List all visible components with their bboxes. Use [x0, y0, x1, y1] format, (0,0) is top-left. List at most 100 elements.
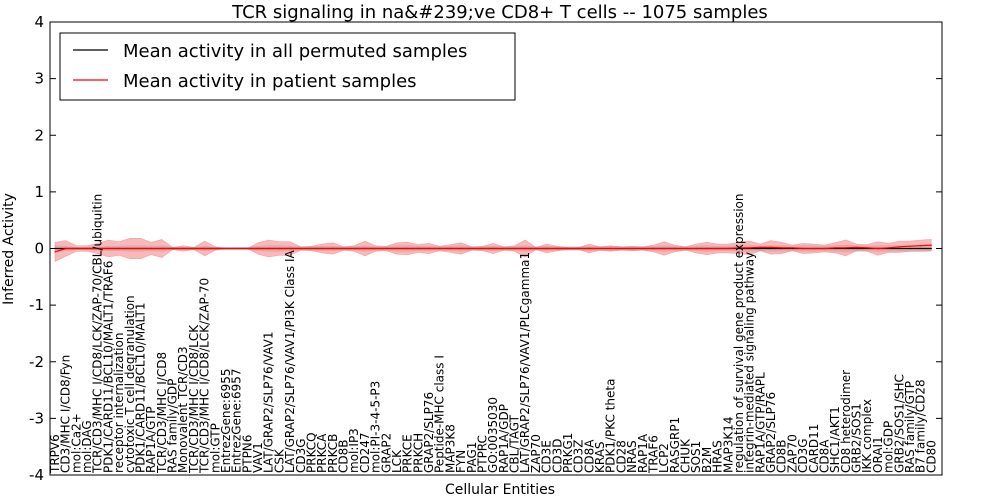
patient-mean-line-point [375, 247, 377, 250]
entity-label: Peptide-MHC class I [433, 355, 447, 473]
entity-label: ORAI1 [871, 436, 885, 473]
entity-label: CD3D [550, 439, 564, 474]
entity-label: PRKCQ [305, 432, 319, 473]
patient-mean-line-point [513, 247, 516, 250]
patient-mean-line-point [342, 247, 345, 250]
patient-mean-line-point [845, 247, 847, 249]
patient-mean-line-point [524, 247, 526, 250]
permuted-mean-line-point [855, 247, 858, 250]
entity-label: GRAP2 [379, 433, 393, 473]
entity-label: RAP1A/GTP/RAPL [753, 372, 767, 473]
entity-label: PRKCB [326, 434, 340, 473]
patient-mean-line-point [802, 247, 804, 250]
y-tick-label: -4 [29, 466, 44, 484]
patient-mean-line-point [268, 247, 270, 250]
entity-label: PDK1/CARD11/BCL10/MALT1/TRAF6 [101, 261, 115, 473]
patient-mean-line-point [791, 247, 793, 249]
entity-label: GO:0035030 [486, 397, 500, 473]
entity-label: PDK1/CARD11/BCL10/MALT1 [134, 303, 148, 473]
patient-mean-line-point [300, 247, 302, 250]
patient-mean-line-point [567, 247, 569, 250]
entity-label: TRAF6 [647, 435, 661, 474]
patient-mean-line-point [214, 247, 216, 250]
patient-mean-line-point [866, 247, 868, 249]
patient-mean-line-point [193, 247, 195, 250]
entity-label: LCP2 [657, 443, 671, 473]
entity-label: CD28 [614, 440, 628, 473]
patient-mean-line-point [236, 247, 238, 250]
entity-label: CD3E [540, 440, 554, 473]
entity-label: mol:PI-3-4-5-P3 [369, 381, 383, 473]
patient-mean-line-point [610, 247, 612, 250]
entity-label: integrin-mediated signaling pathway [743, 252, 757, 473]
entity-label: mol:Ca2+ [69, 413, 83, 473]
patient-mean-line-point [54, 251, 56, 253]
entity-label: CD80 [924, 440, 938, 473]
patient-mean-line-point [353, 247, 355, 250]
patient-mean-line-point [695, 247, 697, 250]
patient-mean-line-point [417, 247, 419, 250]
patient-mean-line-point [652, 247, 655, 250]
entity-label: FYN [454, 450, 468, 473]
patient-mean-line-point [139, 247, 142, 250]
entity-label: RAP1A [636, 433, 650, 473]
patient-mean-line-point [118, 247, 120, 250]
patient-mean-line-point [909, 245, 911, 247]
patient-mean-line-point [161, 247, 163, 250]
patient-mean-line-point [759, 246, 761, 248]
patient-mean-line-point [556, 247, 558, 250]
permuted-mean-line-point [770, 247, 772, 250]
entity-label: cytotoxic T cell degranulation [123, 295, 137, 473]
patient-mean-line-point [855, 246, 858, 248]
y-tick-label: 0 [34, 240, 44, 258]
entity-label: PTPRC [476, 435, 490, 473]
patient-mean-line-point [460, 247, 462, 250]
patient-mean-line-point [620, 247, 622, 250]
legend-box [59, 32, 516, 101]
y-tick-label: 4 [34, 13, 44, 31]
entity-label: CHUK [679, 438, 693, 473]
patient-mean-line-point [770, 246, 772, 248]
entity-label: CD3Z [572, 440, 586, 473]
patient-mean-line-point [706, 247, 708, 250]
entity-label: CD8B [337, 440, 351, 474]
entity-label: EntrezGene:6957 [230, 369, 244, 474]
patient-mean-line-point [278, 247, 281, 250]
patient-mean-line-point [364, 247, 366, 250]
entity-label: B2M [700, 447, 714, 473]
x-axis-label: Cellular Entities [445, 482, 555, 498]
entity-label: SOS1 [689, 441, 703, 473]
chart-title: TCR signaling in na&#239;ve CD8+ T cells… [231, 2, 768, 23]
patient-mean-line-point [86, 247, 88, 250]
entity-label: B7 family/CD28 [914, 379, 928, 473]
patient-mean-line-point [428, 247, 430, 250]
entity-label: CD247 [358, 432, 372, 473]
legend-permuted-label: Mean activity in all permuted samples [123, 41, 467, 62]
entity-label: CD8A [582, 439, 596, 473]
patient-mean-line-point [749, 247, 751, 249]
patient-mean-line-point [535, 247, 537, 250]
patient-mean-line-point [578, 247, 580, 250]
entity-label: CD8B [775, 440, 789, 474]
legend: Mean activity in all permuted samples Me… [59, 32, 516, 101]
patient-mean-line-point [684, 247, 687, 250]
patient-mean-line-point [289, 247, 291, 250]
entity-label: PAG1 [465, 442, 479, 473]
entity-label: PRKCE [401, 434, 415, 473]
entity-label: mol:DAG [80, 420, 94, 473]
y-tick-label: 2 [34, 126, 44, 144]
patient-mean-line-point [781, 247, 783, 249]
entity-label: IKK complex [860, 399, 874, 473]
entity-label: PRKCH [411, 433, 425, 473]
entity-label: Monovalent TCR/CD3 [176, 346, 190, 473]
patient-mean-line-point [663, 247, 665, 250]
patient-mean-line-point [631, 247, 633, 250]
patient-mean-line-point [503, 247, 505, 250]
entity-label: RAP1A/GDP [497, 404, 511, 473]
entity-label: LAT/GRAP2/SLP76/VAV1/PLCgamma1 [518, 252, 532, 473]
entity-label: GRAP2/SLP76 [764, 392, 778, 473]
patient-mean-line-point [492, 247, 494, 250]
entity-label: PDK1/PKC theta [604, 379, 618, 473]
patient-mean-line-point [65, 247, 67, 250]
